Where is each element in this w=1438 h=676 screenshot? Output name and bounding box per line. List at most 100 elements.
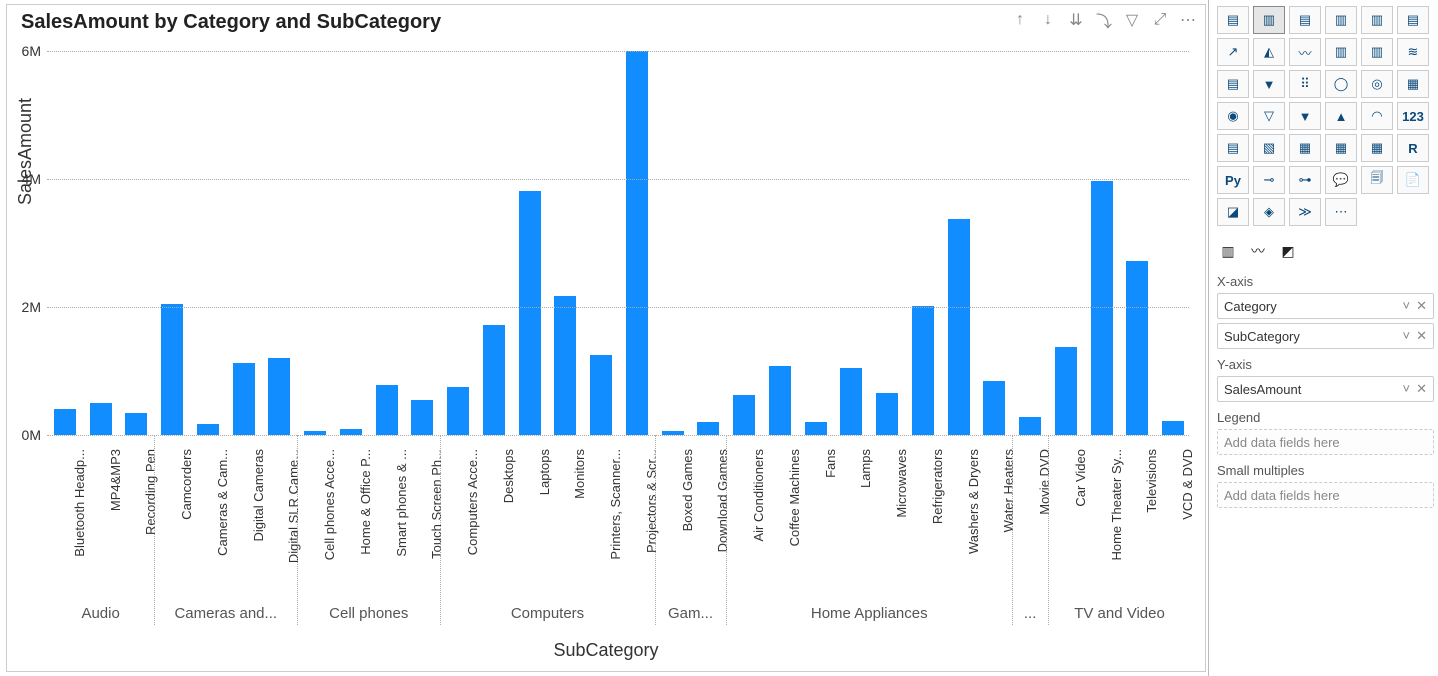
multi-row-card-icon[interactable]: ◠ (1361, 102, 1393, 130)
bar[interactable] (876, 393, 898, 435)
expand-next-icon[interactable]: ⇊ (1067, 11, 1085, 29)
chevron-down-icon[interactable]: ˅ (1403, 298, 1411, 314)
focus-mode-icon[interactable]: ⤢ (1151, 11, 1169, 29)
more-visuals-icon[interactable]: ⋯ (1325, 198, 1357, 226)
category-label: ... (1024, 605, 1037, 622)
bar[interactable] (411, 400, 433, 435)
donut-chart-icon[interactable]: ◯ (1325, 70, 1357, 98)
bar[interactable] (948, 219, 970, 435)
matrix-icon[interactable]: ▦ (1289, 134, 1321, 162)
remove-field-icon[interactable]: ✕ (1416, 381, 1427, 397)
format-icon[interactable]: 〰 (1247, 240, 1269, 262)
bar[interactable] (626, 51, 648, 435)
bar[interactable] (197, 424, 219, 435)
bar[interactable] (233, 363, 255, 435)
get-more-visuals-icon[interactable]: 📄 (1397, 166, 1429, 194)
pie-chart-icon[interactable]: ⠿ (1289, 70, 1321, 98)
treemap-icon[interactable]: ◎ (1361, 70, 1393, 98)
stacked-bar-icon[interactable]: ▤ (1217, 6, 1249, 34)
field-well[interactable]: SubCategory˅✕ (1217, 323, 1434, 349)
x-tick-label: Download Games (715, 449, 730, 609)
bar[interactable] (983, 381, 1005, 435)
scatter-chart-icon[interactable]: ▼ (1253, 70, 1285, 98)
gauge-icon[interactable]: ▼ (1289, 102, 1321, 130)
bar[interactable] (733, 395, 755, 435)
field-well-placeholder[interactable]: Add data fields here (1217, 482, 1434, 508)
filter-icon[interactable]: ▽ (1123, 11, 1141, 29)
stacked-bar-horizontal-icon[interactable]: ▤ (1289, 6, 1321, 34)
bar[interactable] (912, 306, 934, 435)
remove-field-icon[interactable]: ✕ (1416, 298, 1427, 314)
power-automate-icon[interactable]: ◈ (1253, 198, 1285, 226)
x-tick-label: Cameras & Cam... (215, 449, 230, 609)
more-options-icon[interactable]: ⋯ (1179, 11, 1197, 29)
key-influencers-icon[interactable]: ⊸ (1253, 166, 1285, 194)
funnel-chart-icon[interactable]: ▤ (1217, 70, 1249, 98)
clustered-column-icon[interactable]: ▥ (1253, 6, 1285, 34)
bar[interactable] (519, 191, 541, 435)
bar[interactable] (554, 296, 576, 435)
bar[interactable] (1126, 261, 1148, 435)
grid-line (47, 51, 1189, 52)
bar[interactable] (1055, 347, 1077, 435)
line-chart-icon[interactable]: ↗ (1217, 38, 1249, 66)
chevron-down-icon[interactable]: ˅ (1403, 328, 1411, 344)
qna-icon[interactable]: ▦ (1361, 134, 1393, 162)
chart-pane[interactable]: SalesAmount by Category and SubCategory … (6, 4, 1206, 672)
drill-through-icon[interactable]: ▥ (1217, 240, 1239, 262)
bar[interactable] (447, 387, 469, 435)
bar[interactable] (125, 413, 147, 435)
bar[interactable] (769, 366, 791, 435)
bar[interactable] (1019, 417, 1041, 435)
100pct-stacked-bar-icon[interactable]: ▤ (1397, 6, 1429, 34)
kpi-icon[interactable]: 123 (1397, 102, 1429, 130)
python-visual-icon[interactable]: Py (1217, 166, 1249, 194)
waterfall-chart-icon[interactable]: ≋ (1397, 38, 1429, 66)
power-apps-icon[interactable]: ◪ (1217, 198, 1249, 226)
table-icon[interactable]: ▧ (1253, 134, 1285, 162)
100pct-stacked-column-icon[interactable]: ▥ (1361, 6, 1393, 34)
decomp-tree-icon[interactable]: ▦ (1325, 134, 1357, 162)
goto-next-icon[interactable]: ⤵ (1095, 11, 1113, 29)
bar[interactable] (54, 409, 76, 435)
bar[interactable] (90, 403, 112, 435)
map-icon[interactable]: ▦ (1397, 70, 1429, 98)
x-tick-label: Home & Office P... (358, 449, 373, 609)
bar[interactable] (1162, 421, 1184, 435)
bar[interactable] (376, 385, 398, 435)
y-tick-label: 2M (11, 299, 41, 315)
bar[interactable] (840, 368, 862, 435)
x-axis-title: SubCategory (7, 640, 1205, 661)
field-section-title: Y-axis (1217, 357, 1434, 372)
data-story-icon[interactable]: 🗐 (1361, 166, 1393, 194)
drill-up-icon[interactable]: ↑ (1011, 11, 1029, 29)
field-well[interactable]: SalesAmount˅✕ (1217, 376, 1434, 402)
area-chart-icon[interactable]: ◭ (1253, 38, 1285, 66)
chevron-down-icon[interactable]: ˅ (1403, 381, 1411, 397)
bar[interactable] (483, 325, 505, 435)
x-tick-label: Printers, Scanner... (608, 449, 623, 609)
shape-map-icon[interactable]: ▽ (1253, 102, 1285, 130)
bar[interactable] (805, 422, 827, 435)
analytics-icon[interactable]: ◩ (1277, 240, 1299, 262)
clustered-bar-icon[interactable]: ▥ (1325, 6, 1357, 34)
stacked-area-icon[interactable]: 〰 (1289, 38, 1321, 66)
slicer-icon[interactable]: ▤ (1217, 134, 1249, 162)
grid-line (47, 179, 1189, 180)
ribbon-chart-icon[interactable]: ▥ (1361, 38, 1393, 66)
bar[interactable] (268, 358, 290, 435)
bar[interactable] (161, 304, 183, 435)
card-icon[interactable]: ▲ (1325, 102, 1357, 130)
filled-map-icon[interactable]: ◉ (1217, 102, 1249, 130)
smart-narrative-icon[interactable]: ⊶ (1289, 166, 1321, 194)
drill-down-icon[interactable]: ↓ (1039, 11, 1057, 29)
bar[interactable] (590, 355, 612, 435)
line-stacked-column-icon[interactable]: ▥ (1325, 38, 1357, 66)
bar[interactable] (697, 422, 719, 435)
blank-visual-icon[interactable]: ≫ (1289, 198, 1321, 226)
paginated-report-icon[interactable]: 💬 (1325, 166, 1357, 194)
remove-field-icon[interactable]: ✕ (1416, 328, 1427, 344)
field-well[interactable]: Category˅✕ (1217, 293, 1434, 319)
field-well-placeholder[interactable]: Add data fields here (1217, 429, 1434, 455)
r-visual-icon[interactable]: R (1397, 134, 1429, 162)
